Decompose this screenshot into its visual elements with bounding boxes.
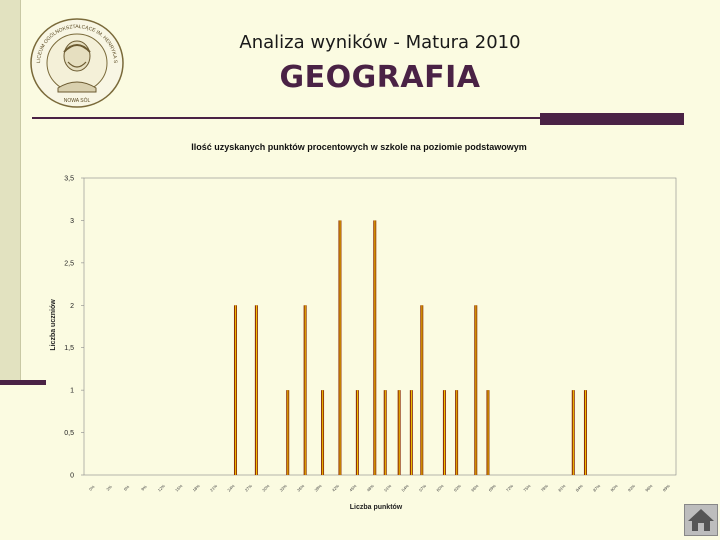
x-tick-label: 6%: [123, 484, 131, 492]
page-subtitle: Analiza wyników - Matura 2010: [239, 32, 521, 53]
x-tick-label: 66%: [470, 483, 480, 493]
x-tick-label: 21%: [209, 483, 219, 493]
bar-highlight: [287, 390, 289, 475]
page-title: GEOGRAFIA: [279, 60, 481, 95]
x-tick-label: 75%: [522, 483, 532, 493]
school-seal-logo: LICEUM OGÓLNOKSZTAŁCĄCE IM. HENRYKA SIEN…: [28, 16, 124, 108]
bar-highlight: [339, 220, 341, 475]
header-rule: [32, 117, 684, 119]
x-tick-label: 36%: [296, 483, 306, 493]
x-tick-label: 12%: [157, 483, 167, 493]
bar-highlight: [444, 390, 446, 475]
bar-highlight: [356, 390, 358, 475]
left-decorative-band: [0, 0, 21, 383]
home-icon: [688, 509, 714, 531]
y-tick-label: 2,5: [64, 260, 74, 267]
bar-highlight: [235, 305, 237, 475]
x-tick-label: 15%: [174, 483, 184, 493]
bar-highlight: [384, 390, 386, 475]
y-tick-label: 0: [70, 473, 74, 480]
x-axis-label: Liczba punktów: [350, 504, 403, 511]
x-tick-label: 27%: [244, 483, 254, 493]
header-rule-accent: [540, 113, 684, 125]
x-tick-label: 96%: [644, 483, 654, 493]
chart-title: Ilość uzyskanych punktów procentowych w …: [191, 142, 527, 152]
x-tick-label: 33%: [279, 483, 289, 493]
bar-highlight: [572, 390, 574, 475]
seal-bottom-text: NOWA SÓL: [64, 97, 91, 104]
x-tick-label: 78%: [540, 483, 550, 493]
x-tick-label: 69%: [488, 483, 498, 493]
x-tick-label: 42%: [331, 483, 341, 493]
y-axis-label: Liczba uczniów: [50, 299, 57, 351]
bar-highlight: [398, 390, 400, 475]
x-tick-label: 48%: [366, 483, 376, 493]
left-divider: [0, 380, 46, 385]
x-tick-label: 54%: [400, 483, 410, 493]
plot-area: [83, 177, 677, 476]
y-tick-label: 1,5: [64, 345, 74, 352]
x-tick-label: 3%: [105, 484, 113, 492]
x-tick-label: 99%: [662, 483, 672, 493]
x-tick-label: 93%: [627, 483, 637, 493]
y-tick-label: 0,5: [64, 430, 74, 437]
x-tick-label: 45%: [348, 483, 358, 493]
bar-highlight: [421, 305, 423, 475]
bar-highlight: [410, 390, 412, 475]
bar-highlight: [322, 390, 324, 475]
x-tick-label: 87%: [592, 483, 602, 493]
x-tick-label: 0%: [88, 484, 96, 492]
x-tick-label: 90%: [609, 483, 619, 493]
x-tick-label: 60%: [435, 483, 445, 493]
bar-highlight: [585, 390, 587, 475]
x-tick-label: 30%: [261, 483, 271, 493]
bar-highlight: [304, 305, 306, 475]
x-tick-label: 84%: [575, 483, 585, 493]
x-tick-label: 72%: [505, 483, 515, 493]
x-tick-label: 81%: [557, 483, 567, 493]
bar-highlight: [456, 390, 458, 475]
y-tick-label: 3: [70, 218, 74, 225]
x-tick-label: 39%: [313, 483, 323, 493]
bar-highlight: [255, 305, 257, 475]
x-tick-label: 57%: [418, 483, 428, 493]
x-tick-label: 9%: [140, 484, 148, 492]
x-tick-label: 63%: [453, 483, 463, 493]
y-tick-label: 2: [70, 303, 74, 310]
x-tick-label: 51%: [383, 483, 393, 493]
home-button[interactable]: [684, 504, 718, 536]
bar-highlight: [487, 390, 489, 475]
bar-highlight: [475, 305, 477, 475]
y-tick-label: 1: [70, 388, 74, 395]
y-tick-label: 3,5: [64, 176, 74, 183]
x-tick-label: 18%: [192, 483, 202, 493]
bar-highlight: [374, 220, 376, 475]
x-tick-label: 24%: [226, 483, 236, 493]
